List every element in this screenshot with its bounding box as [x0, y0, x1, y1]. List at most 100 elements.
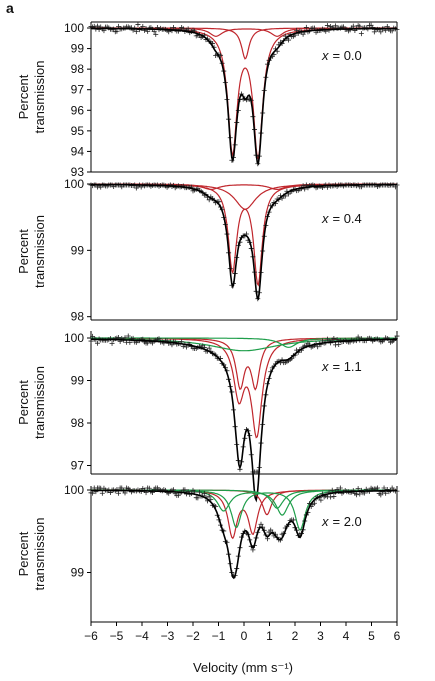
data-point — [331, 493, 337, 499]
data-point — [294, 27, 300, 33]
data-point — [94, 340, 100, 346]
x-tick-label: 2 — [292, 629, 299, 643]
y-tick-label: 99 — [71, 566, 85, 580]
data-point — [185, 26, 191, 32]
annotation-variable: x — [321, 514, 329, 529]
data-point — [90, 490, 96, 496]
y-tick-label: 96 — [71, 103, 85, 117]
total-fit-curve-0 — [91, 27, 397, 166]
y-axis-title-line2: transmission — [32, 518, 47, 591]
data-point — [175, 492, 181, 498]
y-tick-label: 100 — [64, 331, 84, 345]
data-point — [182, 487, 188, 493]
data-point — [114, 28, 120, 34]
x-tick-label: 0 — [241, 629, 248, 643]
y-axis-title-line2: transmission — [32, 215, 47, 288]
x-tick-label: −4 — [135, 629, 149, 643]
data-point — [311, 500, 317, 506]
y-tick-label: 98 — [71, 310, 85, 324]
data-point — [357, 491, 363, 497]
data-point — [196, 489, 202, 495]
x-axis-title: Velocity (mm s⁻¹) — [193, 660, 293, 675]
panel-0: 100 99 98 97 96 95 94 93 Percent transmission x = 0… — [16, 21, 400, 179]
x-tick-label: −6 — [84, 629, 98, 643]
y-tick-label: 98 — [71, 62, 85, 76]
y-tick-label: 99 — [71, 374, 85, 388]
x-axis: −6 −5 −4 −3 −2 −1 0 1 2 3 4 5 6 — [84, 622, 401, 643]
x-tick-label: 3 — [317, 629, 324, 643]
data-point — [116, 490, 122, 496]
data-point — [332, 23, 338, 29]
composition-annotation-1: x = 0.4 — [321, 211, 362, 226]
y-axis-title-line1: Percent — [16, 229, 31, 274]
data-point — [329, 487, 335, 493]
composition-annotation-0: x = 0.0 — [321, 48, 362, 63]
data-point — [153, 31, 159, 37]
panel-1: 100 99 98 Percent transmission x = 0.4 — [16, 177, 400, 324]
y-tick-label: 99 — [71, 243, 85, 257]
data-point — [135, 21, 141, 27]
data-point — [195, 495, 201, 501]
total-fit-curve-2 — [91, 338, 397, 503]
data-point — [336, 341, 342, 347]
y-tick-label: 94 — [71, 144, 85, 158]
data-point — [358, 31, 364, 37]
y-tick-label: 100 — [64, 21, 84, 35]
data-point — [303, 24, 309, 30]
component-curve-2-3 — [91, 337, 397, 348]
x-tick-label: 6 — [394, 629, 401, 643]
data-point — [381, 485, 387, 491]
data-point — [286, 37, 292, 43]
y-axis-title-line1: Percent — [16, 531, 31, 576]
data-point — [357, 23, 363, 29]
y-tick-label: 93 — [71, 165, 85, 179]
data-point — [315, 344, 321, 350]
data-point — [394, 333, 400, 339]
annotation-variable: x — [321, 48, 329, 63]
panel-3: 100 99 Percent transmission x = 2.0 — [16, 483, 400, 623]
data-point — [90, 333, 96, 339]
y-tick-label: 97 — [71, 83, 85, 97]
data-point — [350, 23, 356, 29]
x-tick-label: −1 — [212, 629, 226, 643]
data-point — [355, 334, 361, 340]
data-point — [206, 493, 212, 499]
data-point — [324, 23, 330, 29]
x-tick-label: −2 — [186, 629, 200, 643]
y-tick-label: 100 — [64, 483, 84, 497]
data-point — [355, 486, 361, 492]
panel-letter: a — [6, 0, 14, 16]
annotation-variable: x — [321, 211, 329, 226]
data-point — [331, 336, 337, 342]
data-point — [133, 29, 139, 35]
data-point — [201, 490, 207, 496]
annotation-variable: x — [321, 359, 329, 374]
y-tick-label: 100 — [64, 177, 84, 191]
annotation-value: = 1.1 — [333, 359, 362, 374]
data-point — [378, 492, 384, 498]
data-point — [318, 497, 324, 503]
composition-annotation-2: x = 1.1 — [321, 359, 362, 374]
data-point — [378, 29, 384, 35]
data-point — [354, 492, 360, 498]
y-tick-label: 97 — [71, 459, 85, 473]
x-tick-label: 1 — [266, 629, 273, 643]
data-point — [156, 336, 162, 342]
annotation-value: = 0.4 — [333, 211, 362, 226]
component-curve-3-3 — [91, 489, 398, 516]
composition-annotation-3: x = 2.0 — [321, 514, 362, 529]
annotation-value: = 0.0 — [333, 48, 362, 63]
data-point — [99, 490, 105, 496]
data-point — [119, 485, 125, 491]
data-point — [350, 488, 356, 494]
y-axis-title-line2: transmission — [32, 366, 47, 439]
data-point — [383, 490, 389, 496]
y-axis-title-line1: Percent — [16, 74, 31, 119]
component-curve-2-1 — [91, 337, 397, 439]
total-fit-curve-3 — [91, 489, 397, 580]
data-point — [375, 485, 381, 491]
y-tick-label: 95 — [71, 124, 85, 138]
data-point — [140, 24, 146, 30]
